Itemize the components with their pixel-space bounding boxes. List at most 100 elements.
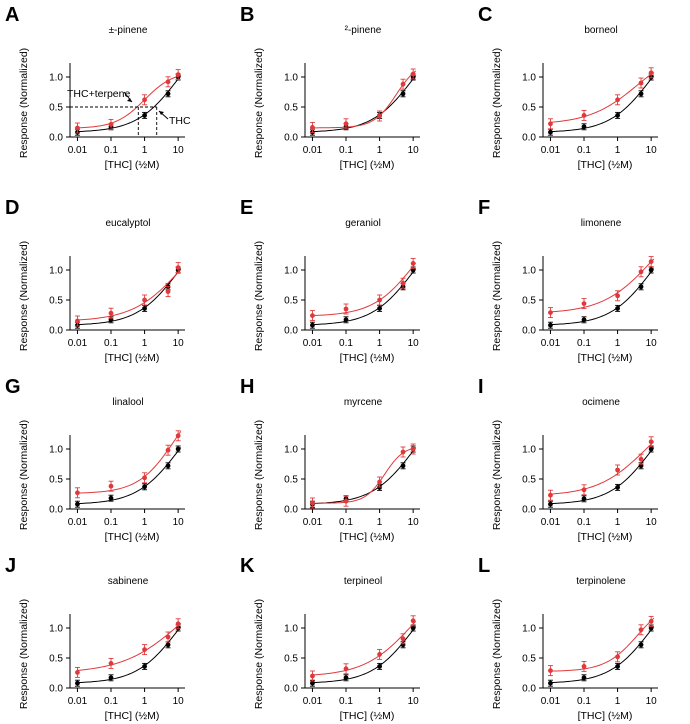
fit-curve-combo [312, 70, 417, 129]
data-point-thc [581, 496, 587, 502]
y-tick-label: 1.0 [49, 624, 63, 635]
data-point-combo [648, 439, 654, 445]
data-point-combo [75, 670, 80, 675]
data-point-thc [108, 675, 114, 681]
panel-title: myrcene [344, 397, 383, 408]
y-tick-label: 1.0 [284, 266, 298, 277]
y-tick-label: 0.0 [284, 684, 298, 695]
panel-title: eucalyptol [105, 218, 150, 229]
x-tick-label: 10 [408, 145, 420, 156]
y-axis-label: Response (Normalized) [18, 48, 30, 158]
data-point-thc [548, 322, 553, 328]
data-point-thc [175, 446, 181, 452]
data-point-combo [377, 297, 382, 303]
fit-curve-combo [550, 441, 655, 495]
data-point-combo [581, 113, 587, 118]
fit-curve-combo [77, 622, 182, 671]
x-tick-label: 10 [408, 338, 420, 349]
y-axis-label: Response (Normalized) [491, 420, 503, 530]
fit-curve-thc [312, 268, 417, 326]
y-axis-label: Response (Normalized) [18, 599, 30, 709]
data-point-combo [343, 306, 349, 312]
data-point-combo [548, 492, 553, 498]
data-point-thc [142, 484, 147, 490]
data-point-thc [400, 91, 406, 97]
y-tick-label: 0.5 [284, 103, 298, 114]
data-point-thc [581, 317, 587, 323]
panel-letter: J [5, 555, 16, 577]
y-tick-label: 1.0 [522, 624, 536, 635]
data-point-combo [581, 301, 587, 306]
data-point-thc [75, 501, 80, 507]
x-tick-label: 0.01 [303, 517, 323, 528]
data-point-combo [638, 269, 644, 275]
data-point-combo [400, 636, 406, 642]
data-point-thc [343, 317, 349, 323]
data-point-thc [615, 306, 620, 311]
x-tick-label: 0.01 [541, 517, 561, 528]
panel-a: A ±-pinene 0.0 0.5 1.0 0.01 0.1 1 10 [THC] (½M) Re… [5, 4, 191, 171]
data-point-thc [548, 680, 553, 686]
data-point-thc [400, 463, 406, 469]
y-tick-label: 1.0 [284, 624, 298, 635]
fit-curve-thc [550, 268, 655, 326]
y-tick-label: 1.0 [522, 73, 536, 84]
data-point-thc [165, 91, 171, 97]
y-tick-label: 0.5 [49, 296, 63, 307]
data-point-thc [615, 485, 620, 490]
y-tick-label: 0.5 [522, 654, 536, 665]
data-point-combo [142, 97, 147, 103]
data-point-thc [581, 675, 587, 681]
data-point-combo [142, 297, 147, 303]
x-tick-label: 0.1 [104, 338, 118, 349]
y-tick-label: 1.0 [522, 266, 536, 277]
y-tick-label: 1.0 [522, 445, 536, 456]
fit-curve-combo [312, 262, 417, 317]
fit-curve-combo [312, 447, 416, 504]
y-axis-label: Response (Normalized) [491, 241, 503, 351]
x-tick-label: 0.01 [68, 517, 88, 528]
x-axis-label: [THC] (½M) [340, 159, 395, 171]
data-point-thc [377, 664, 382, 669]
y-tick-label: 0.0 [284, 326, 298, 337]
y-tick-label: 0.0 [284, 133, 298, 144]
fit-curve-combo [77, 74, 181, 129]
y-axis-label: Response (Normalized) [491, 48, 503, 158]
data-point-thc [638, 284, 644, 290]
fit-curve-thc [77, 447, 182, 505]
data-point-thc [377, 306, 382, 311]
y-tick-label: 1.0 [284, 445, 298, 456]
fit-curve-combo [550, 258, 655, 313]
panel-letter: G [5, 376, 21, 398]
x-tick-label: 0.1 [577, 145, 591, 156]
fit-curve-thc [312, 447, 417, 505]
x-tick-label: 1 [377, 696, 383, 707]
x-axis-label: [THC] (½M) [578, 352, 633, 364]
arrow-head [159, 111, 164, 115]
y-tick-label: 0.5 [284, 475, 298, 486]
data-point-thc [165, 642, 171, 648]
data-point-thc [343, 675, 349, 681]
data-point-thc [648, 446, 654, 452]
data-point-combo [638, 80, 644, 86]
x-axis-label: [THC] (½M) [105, 710, 160, 722]
x-tick-label: 10 [646, 696, 658, 707]
y-axis-label: Response (Normalized) [253, 48, 265, 158]
y-tick-label: 0.5 [49, 654, 63, 665]
y-axis-label: Response (Normalized) [18, 420, 30, 530]
panel-title: ²-pinene [345, 25, 382, 36]
x-tick-label: 0.01 [303, 338, 323, 349]
panel-title: linalool [112, 397, 143, 408]
data-point-thc [142, 113, 147, 118]
data-point-combo [175, 265, 181, 270]
panel-title: terpinolene [576, 576, 626, 587]
data-point-combo [108, 310, 114, 316]
x-tick-label: 1 [142, 338, 148, 349]
data-point-combo [175, 621, 181, 627]
y-tick-label: 0.0 [522, 133, 536, 144]
fit-curve-combo [77, 269, 182, 321]
x-tick-label: 1 [615, 145, 621, 156]
